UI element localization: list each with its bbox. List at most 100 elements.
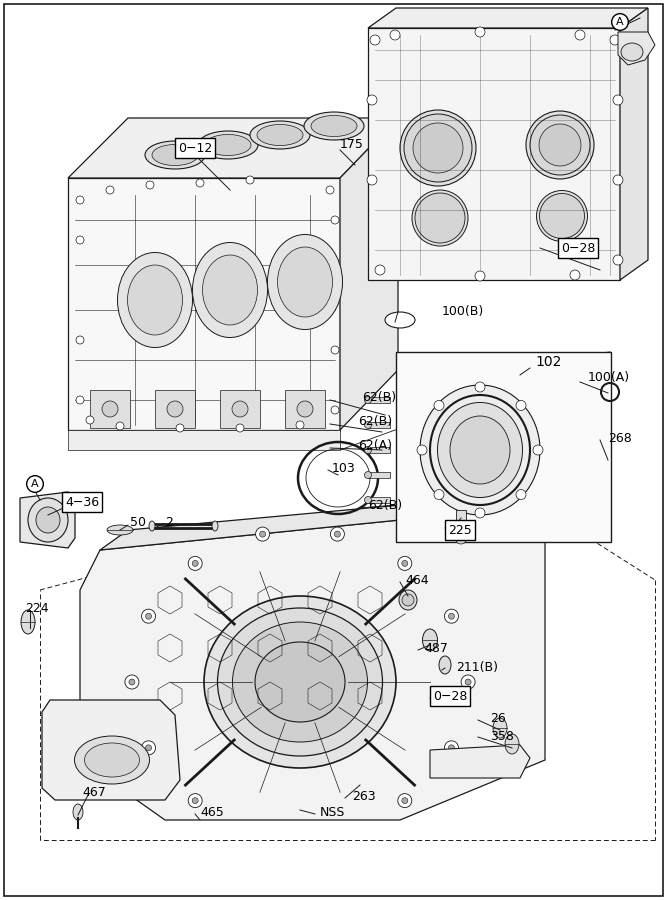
Ellipse shape xyxy=(493,718,507,738)
Circle shape xyxy=(434,400,444,410)
Text: 465: 465 xyxy=(200,806,223,818)
Circle shape xyxy=(444,609,458,623)
Ellipse shape xyxy=(412,190,468,246)
Ellipse shape xyxy=(205,134,251,156)
Ellipse shape xyxy=(530,115,590,175)
Text: 0−28: 0−28 xyxy=(433,689,467,703)
Ellipse shape xyxy=(127,265,183,335)
Circle shape xyxy=(533,445,543,455)
Ellipse shape xyxy=(413,123,463,173)
Ellipse shape xyxy=(621,43,643,61)
Bar xyxy=(368,397,390,403)
Circle shape xyxy=(448,613,454,619)
Circle shape xyxy=(76,196,84,204)
Ellipse shape xyxy=(255,642,345,722)
Circle shape xyxy=(516,400,526,410)
Circle shape xyxy=(475,27,485,37)
Ellipse shape xyxy=(73,804,83,820)
Circle shape xyxy=(176,424,184,432)
Ellipse shape xyxy=(540,194,584,238)
Text: 487: 487 xyxy=(424,642,448,654)
Circle shape xyxy=(417,445,427,455)
Circle shape xyxy=(398,556,412,571)
Circle shape xyxy=(575,30,585,40)
Circle shape xyxy=(116,422,124,430)
Ellipse shape xyxy=(439,656,451,674)
Ellipse shape xyxy=(404,114,472,182)
Circle shape xyxy=(246,176,254,184)
Text: 2: 2 xyxy=(165,516,173,528)
Polygon shape xyxy=(42,700,180,800)
Ellipse shape xyxy=(400,110,476,186)
Ellipse shape xyxy=(250,121,310,149)
Circle shape xyxy=(76,336,84,344)
Ellipse shape xyxy=(364,497,372,503)
Ellipse shape xyxy=(233,622,368,742)
Polygon shape xyxy=(80,512,545,820)
Polygon shape xyxy=(100,495,510,550)
Circle shape xyxy=(334,531,340,537)
Circle shape xyxy=(76,396,84,404)
Text: 103: 103 xyxy=(332,462,356,474)
Ellipse shape xyxy=(364,472,372,479)
Text: 464: 464 xyxy=(405,573,429,587)
Circle shape xyxy=(236,424,244,432)
Circle shape xyxy=(370,35,380,45)
Bar xyxy=(155,390,195,428)
Ellipse shape xyxy=(438,402,522,498)
Polygon shape xyxy=(68,118,398,178)
Circle shape xyxy=(296,421,304,429)
Text: NSS: NSS xyxy=(320,806,346,818)
Polygon shape xyxy=(20,492,75,548)
Text: 0−28: 0−28 xyxy=(561,241,595,255)
Ellipse shape xyxy=(399,590,417,610)
Ellipse shape xyxy=(420,385,540,515)
Ellipse shape xyxy=(450,416,510,484)
Ellipse shape xyxy=(107,525,133,535)
Text: 26: 26 xyxy=(490,712,506,724)
Circle shape xyxy=(188,556,202,571)
Circle shape xyxy=(610,35,620,45)
Text: 100(A): 100(A) xyxy=(588,372,630,384)
Circle shape xyxy=(330,527,344,541)
Circle shape xyxy=(448,745,454,751)
Ellipse shape xyxy=(149,521,155,531)
Circle shape xyxy=(475,382,485,392)
Circle shape xyxy=(145,745,151,751)
Text: 62(A): 62(A) xyxy=(358,439,392,453)
Ellipse shape xyxy=(311,115,357,137)
Polygon shape xyxy=(368,28,620,280)
Polygon shape xyxy=(368,8,648,28)
Text: 50: 50 xyxy=(130,516,146,528)
Ellipse shape xyxy=(505,734,519,754)
Bar xyxy=(90,390,130,428)
Circle shape xyxy=(167,401,183,417)
Circle shape xyxy=(146,181,154,189)
Bar xyxy=(368,447,390,453)
Text: 358: 358 xyxy=(490,730,514,742)
Circle shape xyxy=(475,271,485,281)
Bar xyxy=(456,510,466,538)
Ellipse shape xyxy=(117,253,193,347)
Bar xyxy=(368,422,390,428)
Text: 0−12: 0−12 xyxy=(178,141,212,155)
Ellipse shape xyxy=(28,498,68,542)
Text: 4−36: 4−36 xyxy=(65,496,99,508)
Ellipse shape xyxy=(415,193,465,243)
Circle shape xyxy=(297,401,313,417)
Text: 211(B): 211(B) xyxy=(456,662,498,674)
Polygon shape xyxy=(340,118,398,430)
Ellipse shape xyxy=(217,608,382,756)
Bar xyxy=(368,497,390,503)
Circle shape xyxy=(516,490,526,500)
Circle shape xyxy=(613,255,623,265)
Circle shape xyxy=(129,679,135,685)
Circle shape xyxy=(570,270,580,280)
Circle shape xyxy=(141,741,155,755)
Circle shape xyxy=(402,594,414,606)
Ellipse shape xyxy=(257,124,303,146)
Circle shape xyxy=(613,175,623,185)
Ellipse shape xyxy=(364,446,372,454)
Ellipse shape xyxy=(198,131,258,159)
Circle shape xyxy=(444,741,458,755)
